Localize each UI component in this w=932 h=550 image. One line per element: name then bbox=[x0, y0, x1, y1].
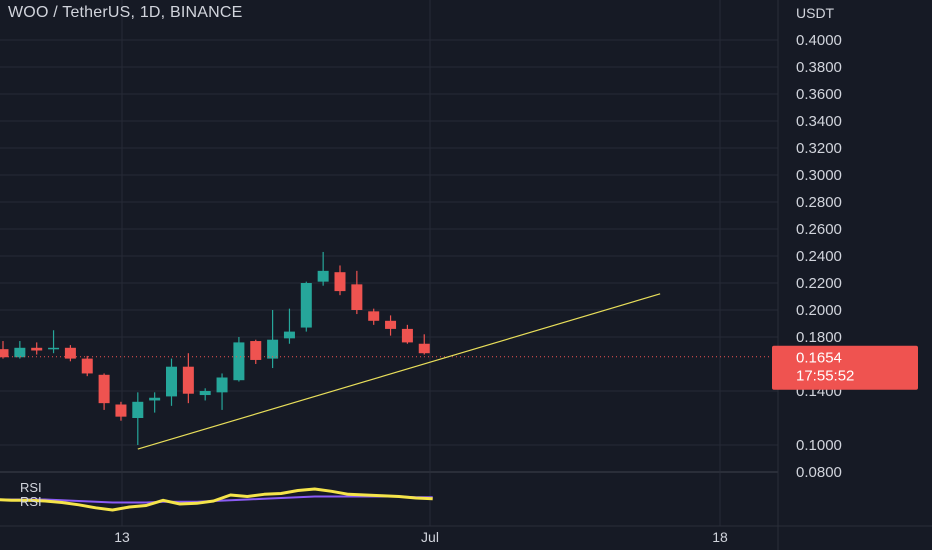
currency-label: USDT bbox=[796, 5, 835, 21]
rsi-line bbox=[0, 487, 433, 512]
trendline bbox=[137, 293, 661, 450]
candle-body bbox=[418, 343, 430, 354]
candle-body bbox=[48, 347, 60, 350]
y-tick-label: 0.1800 bbox=[796, 329, 842, 346]
candle-body bbox=[98, 374, 110, 404]
x-tick-label: 18 bbox=[712, 529, 728, 545]
candle-body bbox=[233, 342, 245, 381]
y-tick-label: 0.2800 bbox=[796, 194, 842, 211]
candle-body bbox=[81, 358, 93, 374]
candle-body bbox=[14, 347, 26, 358]
candle-body bbox=[216, 377, 228, 393]
y-tick-label: 0.2600 bbox=[796, 221, 842, 238]
y-tick-label: 0.1000 bbox=[796, 437, 842, 454]
candle-body bbox=[31, 347, 43, 351]
candle-body bbox=[300, 283, 312, 328]
price-countdown: 17:55:52 bbox=[796, 368, 854, 385]
last-price-value: 0.1654 bbox=[796, 350, 842, 367]
y-tick-label: 0.0800 bbox=[796, 464, 842, 481]
last-price-badge bbox=[772, 345, 918, 390]
rsi-ma-label: RSI bbox=[20, 494, 42, 509]
candle-body bbox=[166, 366, 177, 397]
candle-body bbox=[132, 401, 144, 418]
chart-title: WOO / TetherUS, 1D, BINANCE bbox=[8, 4, 243, 21]
candle-body bbox=[385, 320, 397, 329]
candle-body bbox=[115, 404, 127, 417]
y-tick-label: 0.4000 bbox=[796, 32, 842, 49]
y-tick-label: 0.3200 bbox=[796, 140, 842, 157]
candle-body bbox=[351, 284, 363, 310]
candle-body bbox=[149, 397, 161, 401]
candle-body bbox=[317, 270, 329, 282]
y-tick-label: 0.2400 bbox=[796, 248, 842, 265]
x-tick-label: Jul bbox=[421, 529, 439, 545]
candle-body bbox=[401, 328, 413, 343]
candle-body bbox=[199, 391, 211, 396]
candle-body bbox=[267, 339, 279, 359]
rsi-label: RSI bbox=[20, 480, 42, 495]
candle-body bbox=[368, 311, 380, 321]
y-tick-label: 0.2000 bbox=[796, 302, 842, 319]
candle-body bbox=[64, 347, 76, 359]
candle-body bbox=[182, 366, 194, 394]
y-tick-label: 0.3000 bbox=[796, 167, 842, 184]
candle-body bbox=[250, 341, 262, 360]
y-tick-label: 0.3400 bbox=[796, 113, 842, 130]
candle-body bbox=[0, 349, 9, 358]
y-tick-label: 0.2200 bbox=[796, 275, 842, 292]
candle-body bbox=[334, 272, 346, 292]
candle-body bbox=[283, 331, 295, 339]
x-tick-label: 13 bbox=[114, 529, 130, 545]
y-tick-label: 0.3600 bbox=[796, 86, 842, 103]
y-tick-label: 0.3800 bbox=[796, 59, 842, 76]
